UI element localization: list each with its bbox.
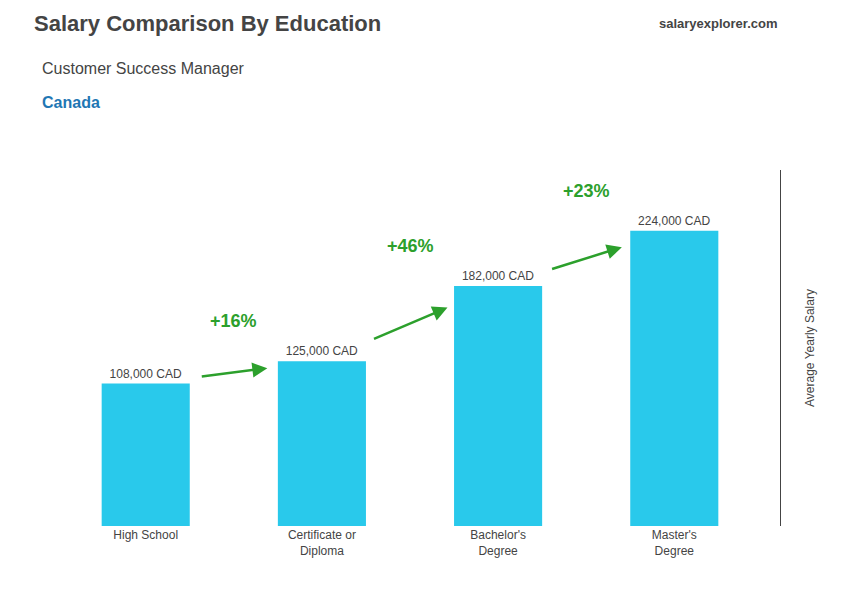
svg-text:Average Yearly Salary: Average Yearly Salary	[803, 289, 817, 407]
svg-text:+16%: +16%	[210, 311, 257, 331]
svg-text:224,000 CAD: 224,000 CAD	[638, 214, 710, 228]
svg-text:108,000 CAD: 108,000 CAD	[110, 367, 182, 381]
svg-text:High School: High School	[113, 528, 178, 542]
svg-text:+23%: +23%	[563, 181, 610, 201]
svg-text:Bachelor'sDegree: Bachelor'sDegree	[470, 528, 526, 558]
svg-text:Master'sDegree: Master'sDegree	[652, 528, 697, 558]
svg-text:+46%: +46%	[387, 236, 434, 256]
svg-text:Certificate orDiploma: Certificate orDiploma	[288, 528, 356, 558]
svg-text:salaryexplorer.com: salaryexplorer.com	[659, 16, 778, 31]
svg-text:125,000 CAD: 125,000 CAD	[286, 344, 358, 358]
svg-text:Canada: Canada	[42, 94, 100, 111]
svg-text:182,000 CAD: 182,000 CAD	[462, 269, 534, 283]
svg-text:Customer Success Manager: Customer Success Manager	[42, 60, 245, 77]
svg-text:Salary Comparison By Education: Salary Comparison By Education	[34, 11, 381, 36]
